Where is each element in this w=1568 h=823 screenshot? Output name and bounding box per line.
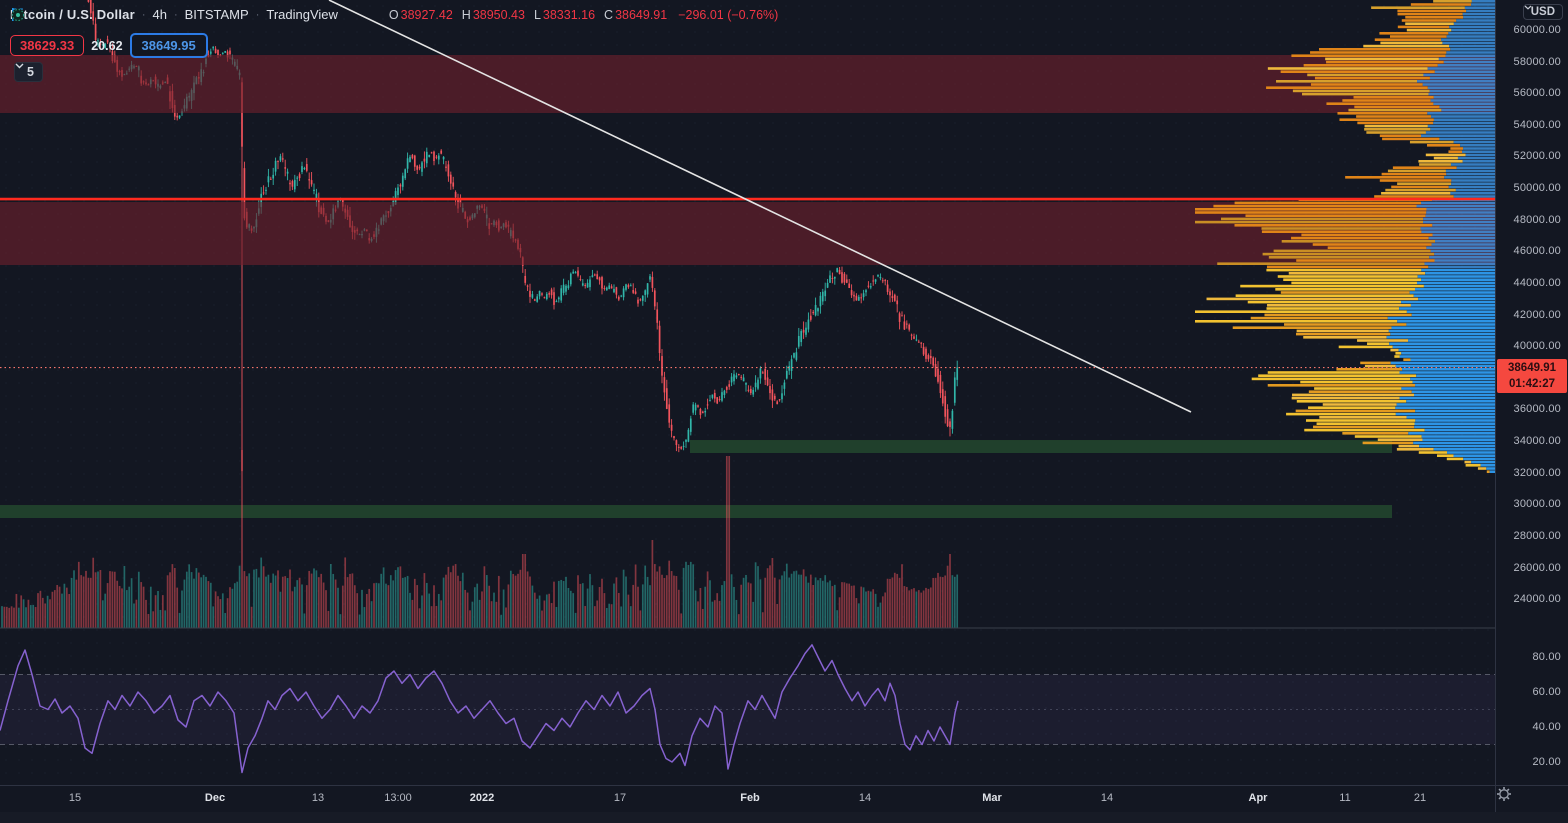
ohlc-value: O 38927.42	[388, 7, 453, 22]
current-price-value: 38649.91	[1508, 362, 1556, 374]
zone-demand-30k[interactable]	[0, 505, 1392, 519]
current-price-label: 38649.91 01:42:27	[1497, 359, 1567, 393]
time-tick: 13	[311, 792, 325, 804]
price-tick: 30000.00	[1513, 498, 1561, 511]
time-axis[interactable]: 15 Dec 13 13:00 2022 17 Feb 14 Mar 14 Apr 11 21	[0, 785, 1495, 812]
price-change: −296.01 (−0.76%)	[678, 7, 779, 22]
spread-label: 20.62	[91, 38, 123, 53]
descending-trendline[interactable]	[328, 0, 1192, 413]
currency-label: USD	[1530, 6, 1555, 18]
ohlc-row: O 38927.42 H 38950.43 L 38331.16 C 38649.91 −29…	[389, 8, 778, 22]
price-tick: 44000.00	[1513, 276, 1561, 289]
rsi-tick: 60.00	[1532, 686, 1561, 698]
price-tick: 26000.00	[1513, 561, 1561, 574]
rsi-tick: 80.00	[1532, 651, 1561, 663]
separator-dot: ·	[141, 8, 146, 21]
exchange-label[interactable]: BITSTAMP	[184, 7, 249, 22]
price-tick: 52000.00	[1513, 150, 1561, 163]
time-tick: Apr	[1248, 792, 1268, 804]
ohlc-value: L 38331.16	[533, 7, 596, 22]
price-tick: 60000.00	[1513, 24, 1561, 36]
chart-legend: Bitcoin / U.S. Dollar · 4h · BITSTAMP · …	[10, 7, 778, 22]
symbol-title[interactable]: Bitcoin / U.S. Dollar	[10, 7, 135, 22]
time-tick: Feb	[740, 792, 760, 804]
price-tick: 48000.00	[1513, 213, 1561, 226]
bar-countdown: 01:42:27	[1508, 378, 1556, 390]
timeframe-label[interactable]: 4h	[152, 7, 167, 22]
price-tick: 50000.00	[1513, 182, 1561, 195]
price-tick: 46000.00	[1513, 245, 1561, 258]
rsi-band	[0, 674, 1495, 745]
currency-button[interactable]: USD	[1522, 4, 1563, 20]
time-tick: 2022	[469, 792, 495, 804]
chevron-down-icon	[1524, 5, 1532, 10]
price-tick: 32000.00	[1513, 466, 1561, 479]
bottom-bar	[0, 811, 1568, 823]
time-tick: 11	[1339, 792, 1351, 804]
time-tick: Mar	[982, 792, 1002, 804]
platform-label[interactable]: TradingView	[266, 7, 338, 22]
price-axis[interactable]: USD 60000.00 58000.00 56000.00 54000.00 5200…	[1495, 0, 1568, 785]
indicators-count: 5	[27, 65, 34, 79]
rsi-tick: 20.00	[1532, 756, 1561, 768]
quote-row: 38629.33 20.62 38649.95	[10, 33, 208, 58]
axis-corner-cell	[1495, 785, 1568, 812]
price-tick: 58000.00	[1513, 55, 1561, 68]
volume-profile	[1195, 0, 1495, 473]
ask-button[interactable]: 38649.95	[129, 33, 208, 58]
ohlc-value: H 38950.43	[461, 7, 525, 22]
time-tick: Dec	[204, 792, 226, 804]
settings-gear-icon[interactable]	[1496, 786, 1512, 802]
time-tick: 17	[613, 792, 627, 804]
separator-dot: ·	[255, 8, 260, 21]
zone-supply-upper[interactable]	[0, 54, 1495, 114]
rsi-tick: 40.00	[1532, 721, 1561, 733]
price-tick: 40000.00	[1513, 340, 1561, 353]
price-tick: 36000.00	[1513, 403, 1561, 416]
price-tick: 56000.00	[1513, 87, 1561, 100]
price-tick: 42000.00	[1513, 308, 1561, 321]
indicators-collapse-button[interactable]: 5	[14, 62, 43, 82]
time-tick: 14	[858, 792, 872, 804]
volume-layer	[1, 450, 959, 628]
price-tick: 54000.00	[1513, 118, 1561, 131]
separator-dot: ·	[173, 8, 178, 21]
time-tick: 14	[1100, 792, 1114, 804]
rsi-line	[0, 644, 959, 774]
time-tick: 21	[1413, 792, 1427, 804]
price-tick: 28000.00	[1513, 529, 1561, 542]
price-tick: 24000.00	[1513, 593, 1561, 606]
bid-button[interactable]: 38629.33	[10, 35, 85, 56]
time-tick: 13:00	[384, 792, 412, 804]
price-tick: 34000.00	[1513, 435, 1561, 448]
ohlc-value: C 38649.91	[604, 7, 668, 22]
zone-demand-34k[interactable]	[690, 440, 1392, 454]
time-tick: 15	[68, 792, 82, 804]
